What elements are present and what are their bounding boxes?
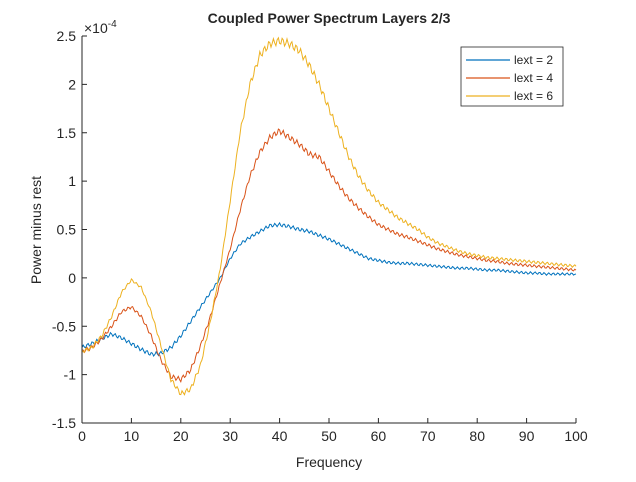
- legend: lext = 2 lext = 4 lext = 6: [460, 46, 564, 107]
- y-exponent-label: ×10-4: [84, 19, 117, 36]
- plot-area: [81, 36, 577, 396]
- y-tick-label: 2: [68, 76, 76, 92]
- y-tick-label: 0: [68, 270, 76, 286]
- x-tick-label: 70: [420, 428, 436, 444]
- x-tick-label: 90: [519, 428, 535, 444]
- x-tick-label: 0: [78, 428, 86, 444]
- x-tick-label: 100: [564, 428, 588, 444]
- x-axis-label: Frequency: [296, 454, 362, 470]
- x-ticks: 0 10 20 30 40 50 60 70 80 90 100: [78, 418, 588, 444]
- legend-label: lext = 2: [514, 53, 553, 67]
- legend-label: lext = 6: [514, 89, 553, 103]
- y-tick-label: -0.5: [52, 318, 76, 334]
- x-tick-label: 60: [371, 428, 387, 444]
- series-line-1: [81, 221, 577, 357]
- x-tick-label: 20: [173, 428, 189, 444]
- y-tick-label: -1.5: [52, 415, 76, 431]
- y-tick-label: 2.5: [57, 28, 77, 44]
- y-tick-label: -1: [64, 367, 77, 383]
- x-tick-label: 50: [321, 428, 337, 444]
- series-line-3: [81, 36, 577, 396]
- legend-label: lext = 4: [514, 71, 553, 85]
- y-axis-label: Power minus rest: [28, 176, 44, 284]
- y-tick-label: 1.5: [57, 125, 77, 141]
- x-tick-label: 10: [124, 428, 140, 444]
- x-tick-label: 30: [222, 428, 238, 444]
- y-tick-label: 0.5: [57, 222, 77, 238]
- chart-title: Coupled Power Spectrum Layers 2/3: [208, 10, 451, 26]
- y-ticks: -1.5 -1 -0.5 0 0.5 1 1.5 2 2.5: [52, 28, 87, 431]
- x-tick-label: 40: [272, 428, 288, 444]
- x-tick-label: 80: [469, 428, 485, 444]
- series-line-2: [81, 128, 577, 384]
- y-tick-label: 1: [68, 173, 76, 189]
